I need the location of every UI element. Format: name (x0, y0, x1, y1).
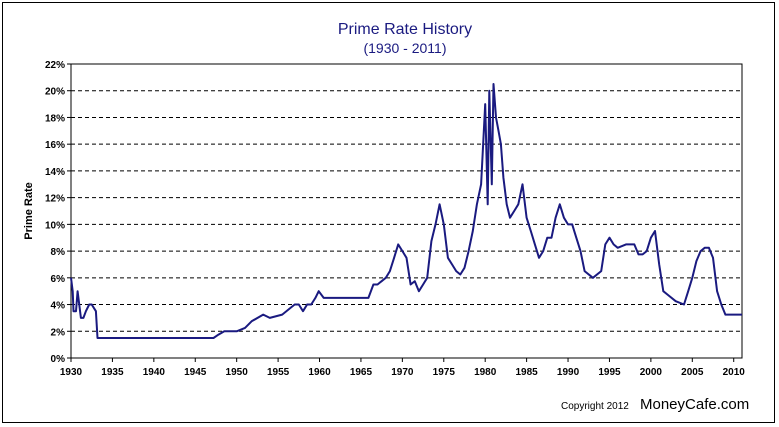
y-tick-label: 18% (45, 113, 65, 124)
y-tick-label: 10% (45, 220, 65, 231)
x-tick-label: 1970 (391, 367, 414, 378)
y-axis-label: Prime Rate (23, 182, 35, 239)
x-tick-label: 1945 (184, 367, 207, 378)
y-tick-label: 2% (51, 327, 66, 338)
x-tick-label: 1980 (474, 367, 497, 378)
prime-rate-line (70, 83, 742, 339)
x-axis: 1930 1935 1940 1945 1950 1955 1960 1965 1970 1975… (60, 358, 745, 378)
site-brand: MoneyCafe.com (640, 396, 749, 413)
y-tick-label: 20% (45, 87, 65, 98)
x-tick-label: 1965 (350, 367, 373, 378)
chart-title: Prime Rate History (338, 21, 472, 38)
x-tick-label: 1975 (433, 367, 456, 378)
y-tick-label: 16% (45, 140, 65, 151)
y-tick-label: 14% (45, 167, 65, 178)
x-tick-label: 2005 (681, 367, 704, 378)
x-tick-label: 2010 (723, 367, 746, 378)
x-tick-label: 1955 (267, 367, 290, 378)
plot-area (70, 63, 743, 359)
y-tick-label: 0% (51, 354, 66, 365)
x-tick-label: 1990 (557, 367, 580, 378)
x-tick-label: 1935 (101, 367, 124, 378)
y-tick-label: 22% (45, 60, 65, 71)
chart-subtitle: (1930 - 2011) (363, 40, 446, 56)
x-tick-label: 1985 (515, 367, 538, 378)
y-tick-label: 4% (51, 301, 66, 312)
x-tick-label: 1950 (226, 367, 249, 378)
x-tick-label: 1930 (60, 367, 83, 378)
x-tick-label: 1960 (308, 367, 331, 378)
y-tick-label: 8% (51, 247, 66, 258)
y-tick-label: 12% (45, 194, 65, 205)
y-tick-label: 6% (51, 274, 66, 285)
x-tick-label: 1995 (598, 367, 621, 378)
x-tick-label: 2000 (640, 367, 663, 378)
x-tick-label: 1940 (143, 367, 166, 378)
copyright-text: Copyright 2012 (561, 401, 629, 412)
y-axis: 0% 2% 4% 6% 8% 10% 12% 14% 16% 18% 20% 22% (45, 60, 71, 365)
